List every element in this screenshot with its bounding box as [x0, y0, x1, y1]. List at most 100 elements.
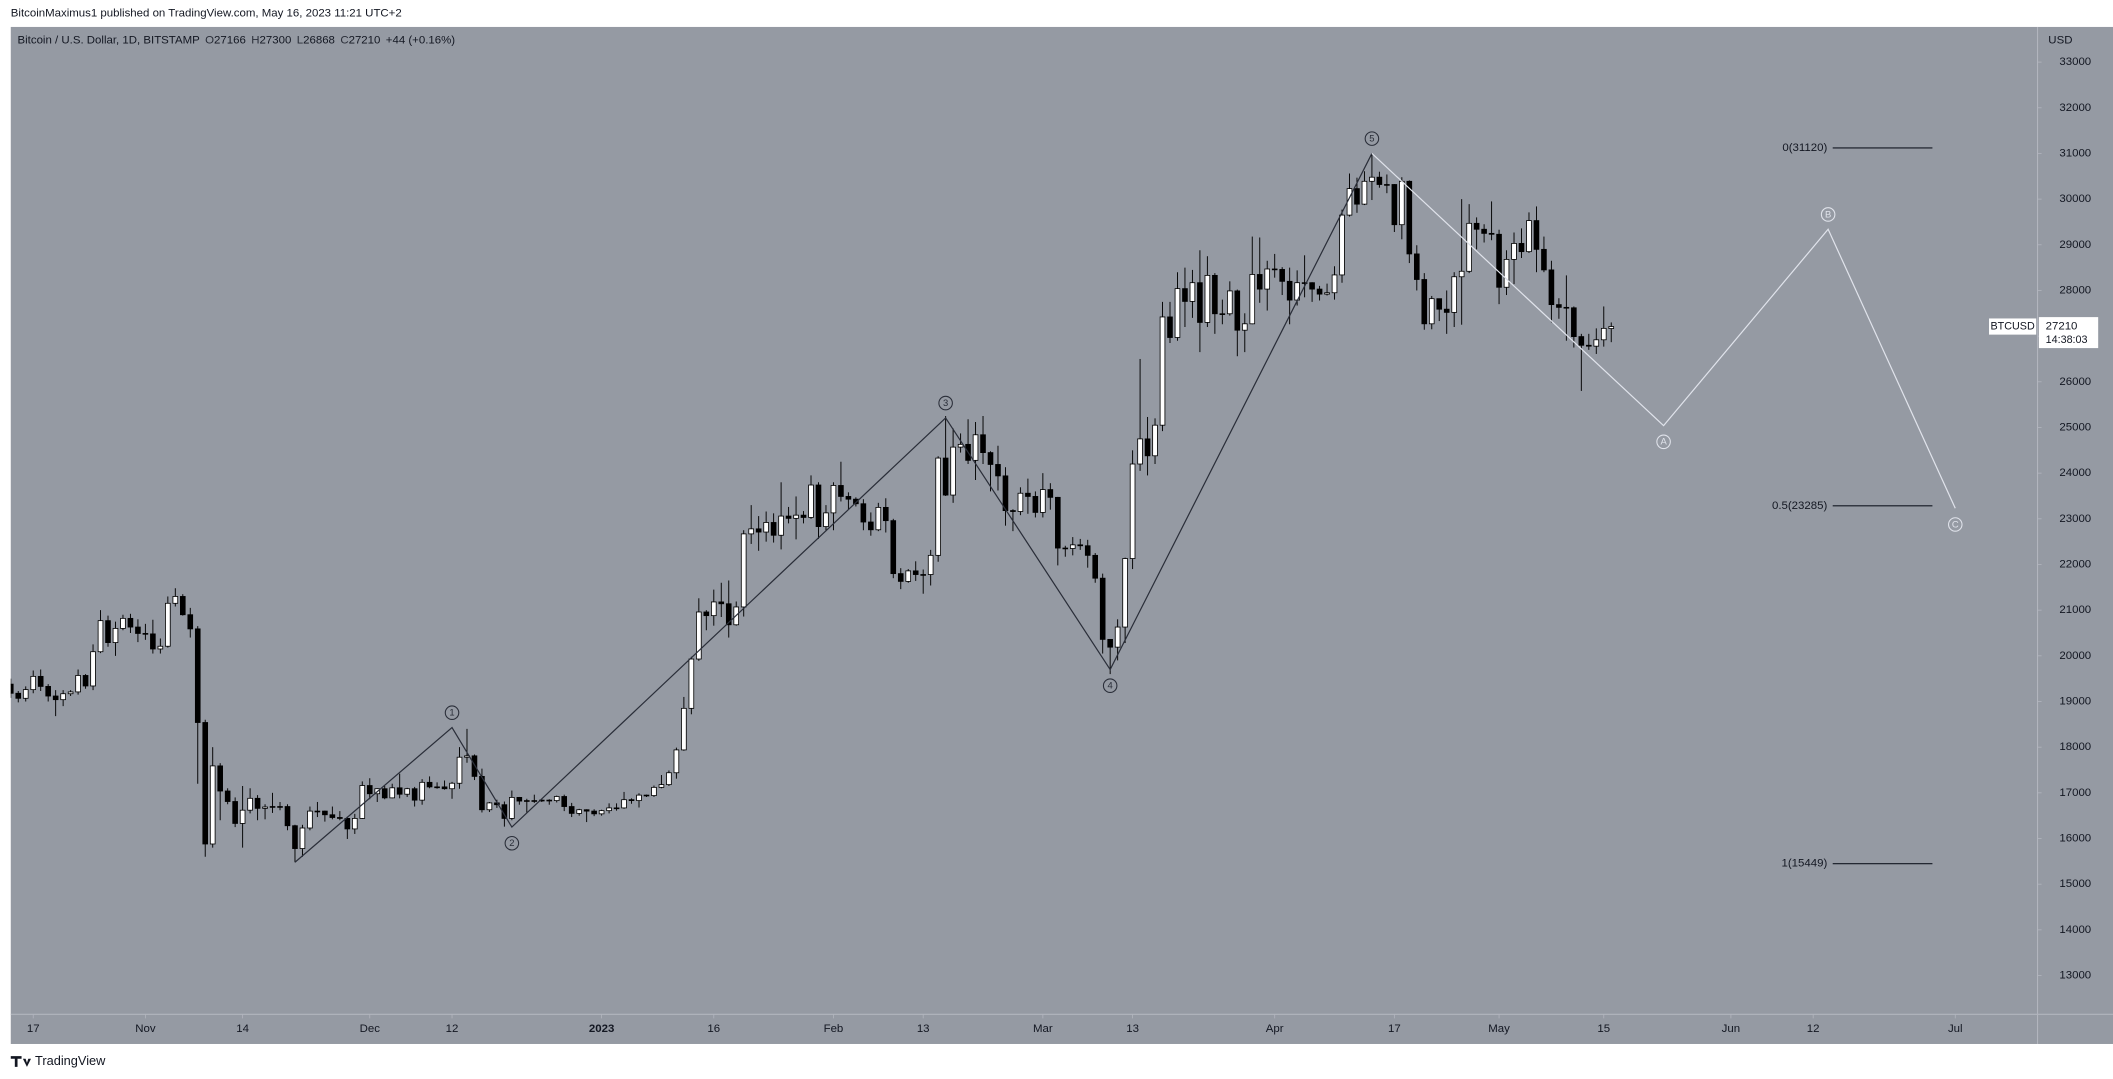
- brand-name: TradingView: [35, 1053, 106, 1068]
- candle-body: [621, 799, 627, 809]
- candle-body: [883, 506, 889, 522]
- x-tick-label: 16: [707, 1023, 720, 1035]
- change: +44 (+0.16%): [386, 34, 456, 46]
- y-tick-label: 14000: [2059, 924, 2091, 936]
- wave-label-circle: [1656, 434, 1671, 450]
- candle-body: [553, 796, 560, 802]
- candle-body: [1069, 544, 1076, 549]
- candle-body: [284, 806, 291, 827]
- candle-body: [778, 515, 784, 536]
- candle-body: [942, 457, 949, 496]
- candle-body: [194, 628, 201, 723]
- candle-body: [987, 452, 994, 465]
- plot-area: [10, 153, 1615, 863]
- x-tick-label: 15: [1597, 1023, 1610, 1035]
- candle-body: [52, 695, 59, 701]
- candle-body: [935, 457, 941, 556]
- candle-body: [927, 554, 934, 575]
- candle-body: [396, 787, 403, 795]
- candle-body: [875, 506, 882, 531]
- candle-body: [224, 790, 231, 802]
- candle-body: [1533, 220, 1540, 250]
- candle-body: [606, 807, 612, 812]
- candle-body: [838, 485, 844, 497]
- wave-label: A: [1660, 436, 1667, 447]
- y-tick-label: 15000: [2059, 878, 2091, 890]
- candle-body: [434, 786, 440, 789]
- candle-body: [314, 810, 321, 813]
- candle-body: [90, 651, 96, 687]
- y-tick-label: 16000: [2059, 833, 2091, 845]
- candle-body: [366, 785, 373, 795]
- candle-body: [957, 443, 964, 448]
- x-tick-label: Mar: [1033, 1023, 1053, 1035]
- candle-body: [658, 784, 665, 788]
- candle-body: [1212, 274, 1218, 315]
- candle-body: [1391, 184, 1398, 226]
- y-tick-label: 33000: [2059, 56, 2091, 68]
- candle-body: [524, 800, 530, 802]
- symbol-header: Bitcoin / U.S. Dollar, 1D, BITSTAMP O2716…: [18, 34, 456, 46]
- candle-body: [1503, 259, 1510, 288]
- y-axis-label: USD: [2048, 34, 2072, 46]
- candle-body: [1144, 438, 1151, 457]
- candle-body: [1466, 222, 1472, 272]
- candle-body: [165, 602, 171, 647]
- candle-body: [546, 799, 553, 802]
- candle-body: [1488, 232, 1495, 235]
- price-tag-value: 27210: [2046, 321, 2078, 333]
- x-tick-label: 2023: [589, 1023, 614, 1035]
- candle-body: [120, 617, 126, 629]
- candle-body: [411, 788, 418, 801]
- price-tag: [2038, 317, 2099, 349]
- candle-body: [419, 781, 425, 801]
- candle-body: [456, 756, 463, 784]
- candle-body: [1279, 269, 1285, 282]
- candle-body: [449, 782, 455, 790]
- candle-body: [299, 827, 306, 849]
- symbol-title: Bitcoin / U.S. Dollar, 1D, BITSTAMP: [18, 34, 201, 46]
- candle-body: [1129, 463, 1136, 559]
- candle-body: [696, 611, 702, 660]
- y-tick-label: 20000: [2059, 650, 2091, 662]
- candle-body: [1077, 544, 1084, 547]
- candle-body: [800, 514, 807, 518]
- candle-body: [232, 801, 238, 824]
- candle-body: [1578, 336, 1585, 346]
- candle-body: [681, 707, 687, 751]
- candle-body: [1017, 492, 1024, 512]
- candle-body: [1443, 308, 1450, 313]
- ohlc-value: 27210: [349, 34, 381, 46]
- candle-body: [755, 528, 762, 533]
- candle-body: [1249, 274, 1256, 325]
- x-tick-label: Jul: [1948, 1023, 1963, 1035]
- candle-body: [793, 514, 799, 519]
- y-tick-label: 21000: [2059, 604, 2091, 616]
- candle-body: [337, 817, 343, 819]
- candle-body: [920, 574, 926, 576]
- candle-body: [643, 794, 650, 797]
- candle-body: [1107, 638, 1113, 648]
- candle-body: [830, 485, 837, 514]
- candle-body: [823, 512, 829, 527]
- candle-body: [860, 503, 867, 523]
- candle-body: [329, 814, 336, 818]
- candle-body: [37, 675, 44, 687]
- candle-body: [688, 658, 695, 709]
- wave-label: 3: [943, 397, 948, 408]
- candle-body: [1369, 176, 1375, 182]
- candle-body: [112, 628, 119, 643]
- x-tick-label: May: [1488, 1023, 1510, 1035]
- fib-label: 0.5(23285): [1772, 500, 1828, 512]
- candle-body: [1137, 438, 1143, 465]
- candle-body: [1339, 214, 1345, 276]
- candle-body: [172, 596, 179, 604]
- candle-body: [217, 765, 223, 792]
- candle-body: [770, 522, 777, 536]
- candle-body: [479, 775, 485, 811]
- candle-body: [97, 620, 104, 653]
- candle-body: [666, 772, 672, 786]
- candle-body: [905, 570, 912, 582]
- candle-body: [254, 797, 261, 809]
